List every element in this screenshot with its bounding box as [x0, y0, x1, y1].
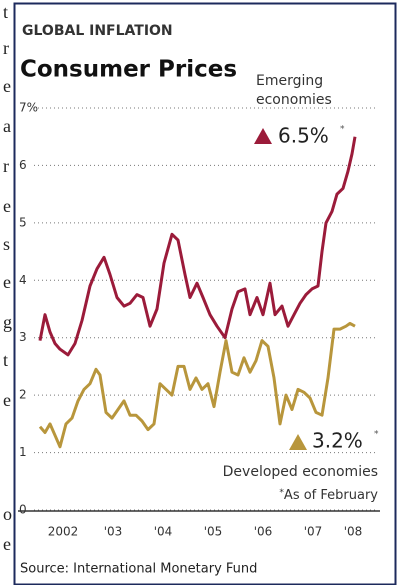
source: Source: International Monetary Fund [20, 562, 257, 577]
y-tick-label: 0 [19, 503, 27, 517]
x-tick-label: 2002 [48, 525, 79, 539]
note: *As of February [279, 488, 378, 503]
note-text: As of February [284, 488, 378, 503]
x-tick-label: '04 [154, 525, 173, 539]
x-tick-label: '05 [204, 525, 223, 539]
series-label: Developed economies [223, 464, 378, 480]
x-tick-label: '07 [304, 525, 323, 539]
x-tick-label: '08 [344, 525, 363, 539]
line [38, 321, 356, 449]
triangle [254, 128, 272, 144]
note-marker: * [374, 430, 379, 440]
frame [13, 2, 397, 585]
end-value-label: 6.5% [278, 124, 329, 148]
cropped-letter: g [3, 312, 12, 332]
cropped-letter: a [3, 116, 11, 136]
y-tick-label: 4 [19, 273, 27, 287]
x-tick-label: '03 [104, 525, 123, 539]
cropped-letter: e [3, 196, 11, 216]
end-value-label: 3.2% [312, 429, 363, 453]
triangle [289, 434, 307, 450]
y-tick-label: 2 [19, 388, 27, 402]
cropped-letter: r [3, 38, 9, 58]
cropped-letter: o [3, 504, 12, 524]
y-tick-label: 3 [19, 330, 27, 344]
note-marker: * [279, 488, 284, 498]
cropped-letter: e [3, 76, 11, 96]
cropped-letter: e [3, 534, 11, 554]
line [38, 136, 357, 357]
y-tick-label: 1 [19, 445, 27, 459]
x-tick-label: '06 [254, 525, 273, 539]
cropped-letter: e [3, 390, 11, 410]
cropped-letter: s [3, 234, 10, 254]
chart-title: Consumer Prices [20, 57, 237, 83]
cropped-letter: t [3, 350, 8, 370]
cropped-letter: e [3, 272, 11, 292]
cropped-letter: t [3, 2, 8, 22]
note-marker: * [340, 125, 345, 135]
y-tick-label: 5 [19, 215, 27, 229]
series-label: Emerging economies [256, 73, 332, 108]
y-tick-label: 7% [19, 101, 38, 115]
cropped-letter: r [3, 156, 9, 176]
y-tick-label: 6 [19, 158, 27, 172]
kicker: GLOBAL INFLATION [22, 23, 173, 39]
